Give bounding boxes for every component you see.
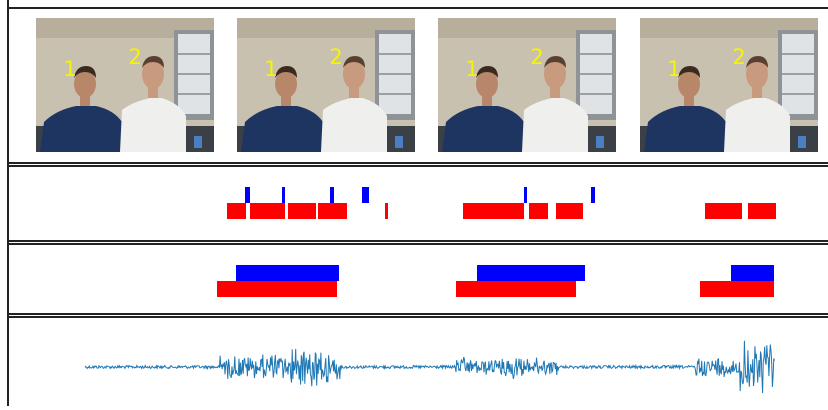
person-label: 1 (63, 57, 76, 81)
person-label: 1 (667, 57, 680, 81)
person-label: 2 (329, 45, 342, 69)
frame-image (438, 18, 616, 152)
person-label: 2 (128, 45, 141, 69)
video-frames: 1 2 1 2 1 2 1 2 (36, 18, 818, 152)
audio-waveform (84, 340, 775, 394)
person-label: 1 (465, 57, 478, 81)
detection-bars (227, 187, 776, 219)
ground-truth-bars (217, 265, 774, 297)
frame-image (237, 18, 415, 152)
frame-image (36, 18, 214, 152)
frame-image (640, 18, 818, 152)
panel-borders (7, 0, 828, 406)
person-label: 2 (530, 45, 543, 69)
person-label: 1 (264, 57, 277, 81)
person-label: 2 (732, 45, 745, 69)
